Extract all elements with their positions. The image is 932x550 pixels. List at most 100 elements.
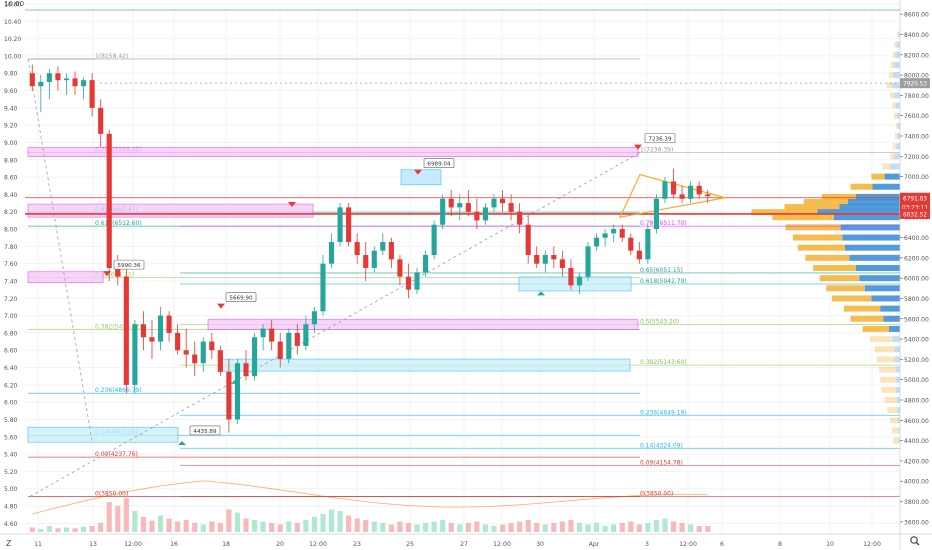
fib-zone-box[interactable] xyxy=(27,203,314,218)
volume-profile-bar-down xyxy=(896,397,900,403)
candle-body xyxy=(294,332,300,346)
volume-profile-bar-down xyxy=(871,295,900,302)
right-axis-tick: 8000.00 xyxy=(904,73,929,80)
volume-bar xyxy=(491,526,497,532)
left-axis-tick: 6.80 xyxy=(4,330,18,337)
volume-bar xyxy=(619,523,625,532)
volume-bar xyxy=(705,526,711,532)
triangle-pattern[interactable] xyxy=(618,173,726,219)
volume-profile-bar-up xyxy=(884,397,897,403)
candle-body xyxy=(542,255,548,264)
fib-right-label: 0.65(6051.15) xyxy=(640,267,683,274)
candle-body xyxy=(72,78,78,87)
volume-profile-bar-up xyxy=(894,41,897,48)
candle-body xyxy=(175,332,181,351)
volume-profile-bar-down xyxy=(898,31,900,38)
volume-bar xyxy=(602,526,608,532)
left-axis-tick: 7.20 xyxy=(4,296,18,303)
volume-profile-bar-up xyxy=(892,437,899,444)
volume-bar xyxy=(482,524,488,532)
volume-profile-bar-down xyxy=(859,275,900,282)
trend-line-down[interactable] xyxy=(27,58,93,441)
fib-zone-box[interactable] xyxy=(518,276,632,292)
fib-left-label: 0.382(5495.82) xyxy=(95,323,142,330)
volume-profile-bar-down xyxy=(897,122,900,129)
volume-profile-bar-up xyxy=(893,112,897,119)
candle-body xyxy=(183,350,189,355)
volume-profile-bar-up xyxy=(862,325,889,332)
candle-body xyxy=(303,324,309,346)
fib-right-label: 0.786(6511.70) xyxy=(640,220,687,227)
volume-bar xyxy=(294,523,300,532)
volume-bar xyxy=(89,526,95,532)
right-axis-tick: 3600.00 xyxy=(904,519,929,526)
callout-box xyxy=(423,158,455,169)
candle-body xyxy=(328,242,335,264)
magnifier-icon[interactable] xyxy=(910,536,920,546)
candle-body xyxy=(29,73,35,87)
volume-profile-bar-up xyxy=(805,254,850,261)
drawings[interactable] xyxy=(25,58,900,497)
left-axis-tick: 7.60 xyxy=(4,261,18,268)
volume-profile-bar-up xyxy=(896,122,898,129)
fib-zone-box[interactable] xyxy=(221,358,631,372)
volume-bar xyxy=(380,523,386,532)
candle-body xyxy=(440,198,446,225)
left-axis-tick: 7.00 xyxy=(4,313,18,320)
right-axis-tick: 5400.00 xyxy=(904,337,929,344)
right-axis-tick: 8400.00 xyxy=(904,32,929,39)
x-axis-tick: 20 xyxy=(276,541,284,548)
fib-zone-box[interactable] xyxy=(207,319,639,330)
candle-body xyxy=(252,337,258,377)
fib-zone-box[interactable] xyxy=(400,169,442,186)
candle-body xyxy=(89,80,95,108)
x-axis-tick: 12:00 xyxy=(863,541,881,548)
volume-profile-bar-down xyxy=(839,204,900,211)
candle-body xyxy=(149,337,155,342)
volume-bar xyxy=(123,498,129,532)
fib-right-label: 0.09(4154.78) xyxy=(640,460,683,467)
volume-profile-bar-up xyxy=(892,143,897,150)
volume-bar xyxy=(551,523,557,532)
volume-profile-bar-down xyxy=(892,336,900,343)
left-axis-tick: 8.60 xyxy=(4,175,18,182)
volume-bar xyxy=(311,517,317,532)
left-axis-tick: 7.80 xyxy=(4,244,18,251)
volume-bar xyxy=(585,524,591,532)
candle-body xyxy=(696,185,702,195)
fib-zone-box[interactable] xyxy=(27,426,179,443)
volume-bar xyxy=(217,523,223,532)
candle-body xyxy=(508,203,514,212)
left-axis-tick: 9.20 xyxy=(4,123,18,130)
fib-left-label: 0(3850.00) xyxy=(95,490,128,497)
candle-body xyxy=(166,315,172,333)
volume-bar xyxy=(29,527,35,532)
fib-levels: 1(8158.42)0.786(7236.42)0.65(6650.47)0.6… xyxy=(28,53,900,497)
volume-profile-bar-down xyxy=(880,305,900,312)
candle-body xyxy=(499,198,506,204)
volume-bar xyxy=(474,521,480,532)
candle-body xyxy=(209,341,215,351)
candle-body xyxy=(234,363,241,420)
fib-zone-box[interactable] xyxy=(27,147,639,157)
trend-line-up[interactable] xyxy=(29,152,641,497)
volume-bar xyxy=(628,521,634,532)
left-axis-tick: 6.60 xyxy=(4,348,18,355)
fib-zone-box[interactable] xyxy=(27,271,104,284)
volume-profile-bar-up xyxy=(797,244,845,251)
bottom-left-glyph[interactable]: Z xyxy=(6,539,12,548)
x-axis-tick: 12:00 xyxy=(124,541,142,548)
bottom-left-glyph-text[interactable]: Z xyxy=(6,539,12,548)
right-axis-tick: 6400.00 xyxy=(904,235,929,242)
volume-profile-bar-up xyxy=(890,153,895,160)
volume-bar xyxy=(149,520,155,532)
volume-bar xyxy=(508,523,514,532)
candle-body xyxy=(474,211,480,221)
volume-bar xyxy=(611,524,617,532)
candle-body xyxy=(491,198,497,208)
volume-bar xyxy=(388,524,394,532)
right-axis-tick: 5000.00 xyxy=(904,377,929,384)
candle-body xyxy=(106,133,112,268)
left-axis-tick: 6.00 xyxy=(4,400,18,407)
